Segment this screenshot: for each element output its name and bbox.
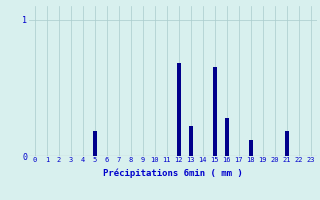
Bar [93, 131, 97, 156]
Bar [213, 67, 217, 156]
Bar [249, 140, 253, 156]
Bar [189, 126, 193, 156]
Bar [285, 131, 289, 156]
Bar [225, 118, 229, 156]
X-axis label: Précipitations 6min ( mm ): Précipitations 6min ( mm ) [103, 169, 243, 178]
Bar [177, 63, 181, 156]
